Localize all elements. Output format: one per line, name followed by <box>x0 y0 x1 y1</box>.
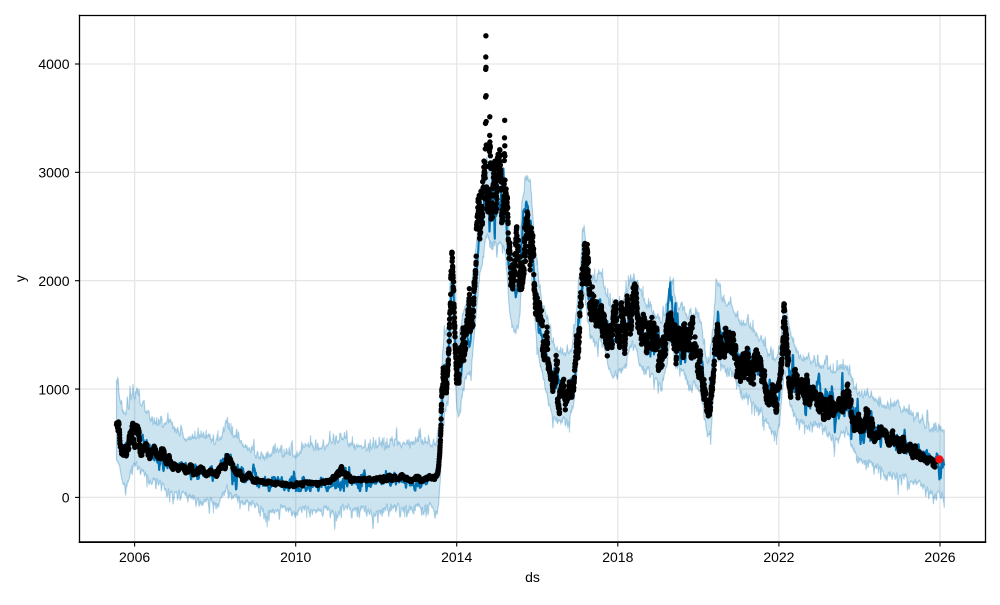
svg-text:1000: 1000 <box>38 381 69 397</box>
svg-text:2000: 2000 <box>38 273 69 289</box>
svg-text:2026: 2026 <box>924 549 955 565</box>
svg-text:2014: 2014 <box>441 549 472 565</box>
svg-text:4000: 4000 <box>38 56 69 72</box>
svg-text:ds: ds <box>525 569 540 585</box>
svg-text:2010: 2010 <box>280 549 311 565</box>
svg-text:3000: 3000 <box>38 165 69 181</box>
svg-text:y: y <box>12 275 28 282</box>
svg-text:2018: 2018 <box>602 549 633 565</box>
svg-text:2006: 2006 <box>119 549 150 565</box>
svg-text:0: 0 <box>62 490 70 506</box>
svg-text:2022: 2022 <box>763 549 794 565</box>
